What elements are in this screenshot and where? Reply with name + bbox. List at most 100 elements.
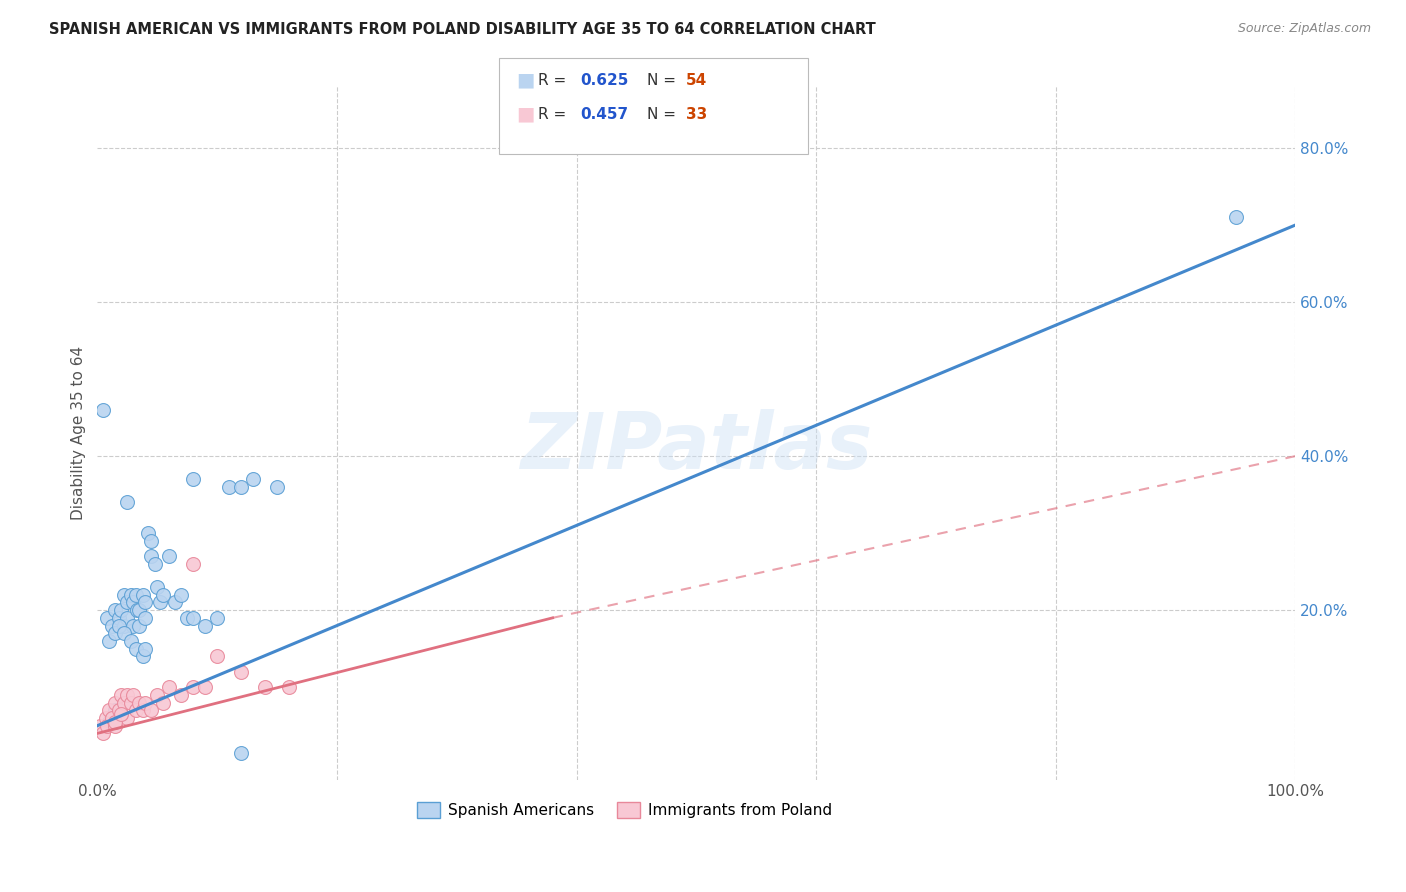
Point — [104, 703, 127, 717]
Point — [205, 649, 228, 664]
Text: R =: R = — [538, 107, 572, 121]
Point — [278, 680, 301, 694]
Point — [143, 557, 166, 571]
Point — [134, 696, 156, 710]
Point — [125, 641, 148, 656]
Text: 54: 54 — [686, 73, 707, 87]
Point — [170, 688, 193, 702]
Point — [181, 611, 204, 625]
Point — [98, 703, 121, 717]
Point — [266, 480, 288, 494]
Point — [110, 603, 132, 617]
Point — [112, 618, 135, 632]
Point — [108, 703, 131, 717]
Text: Source: ZipAtlas.com: Source: ZipAtlas.com — [1237, 22, 1371, 36]
Point — [108, 611, 131, 625]
Point — [181, 557, 204, 571]
Point — [134, 595, 156, 609]
Point — [152, 696, 174, 710]
Point — [176, 611, 198, 625]
Point — [104, 603, 127, 617]
Text: 33: 33 — [686, 107, 707, 121]
Text: 0.457: 0.457 — [581, 107, 628, 121]
Point — [120, 634, 142, 648]
Point — [165, 595, 187, 609]
Point — [120, 588, 142, 602]
Point — [1225, 211, 1247, 225]
Point — [93, 403, 115, 417]
Point — [242, 472, 264, 486]
Point — [229, 480, 252, 494]
Point — [194, 680, 217, 694]
Point — [110, 688, 132, 702]
Point — [100, 711, 122, 725]
Point — [194, 618, 217, 632]
Point — [110, 707, 132, 722]
Point — [149, 595, 172, 609]
Point — [89, 719, 111, 733]
Point — [122, 595, 145, 609]
Point — [120, 696, 142, 710]
Point — [229, 746, 252, 760]
Point — [117, 711, 139, 725]
Point — [100, 711, 122, 725]
Point — [98, 714, 121, 729]
Point — [141, 549, 163, 564]
Point — [93, 726, 115, 740]
Point — [110, 707, 132, 722]
Text: R =: R = — [538, 73, 572, 87]
Point — [104, 714, 127, 729]
Point — [136, 526, 159, 541]
Y-axis label: Disability Age 35 to 64: Disability Age 35 to 64 — [72, 346, 86, 520]
Point — [170, 588, 193, 602]
Point — [108, 618, 131, 632]
Text: ZIPatlas: ZIPatlas — [520, 409, 873, 485]
Point — [132, 649, 155, 664]
Text: N =: N = — [647, 107, 681, 121]
Point — [134, 611, 156, 625]
Text: 0.625: 0.625 — [581, 73, 628, 87]
Point — [100, 618, 122, 632]
Point — [128, 696, 150, 710]
Point — [146, 688, 169, 702]
Point — [122, 688, 145, 702]
Point — [117, 688, 139, 702]
Point — [104, 719, 127, 733]
Point — [125, 588, 148, 602]
Point — [94, 711, 117, 725]
Point — [181, 472, 204, 486]
Point — [229, 665, 252, 679]
Point — [146, 580, 169, 594]
Point — [117, 611, 139, 625]
Point — [125, 703, 148, 717]
Point — [218, 480, 240, 494]
Point — [112, 696, 135, 710]
Point — [157, 549, 180, 564]
Legend: Spanish Americans, Immigrants from Poland: Spanish Americans, Immigrants from Polan… — [412, 796, 838, 824]
Point — [128, 618, 150, 632]
Point — [117, 495, 139, 509]
Text: ■: ■ — [516, 104, 534, 124]
Point — [122, 618, 145, 632]
Point — [104, 626, 127, 640]
Point — [132, 588, 155, 602]
Point — [181, 680, 204, 694]
Point — [104, 696, 127, 710]
Point — [112, 626, 135, 640]
Point — [157, 680, 180, 694]
Text: ■: ■ — [516, 70, 534, 90]
Point — [141, 533, 163, 548]
Point — [117, 595, 139, 609]
Point — [254, 680, 277, 694]
Point — [96, 719, 118, 733]
Point — [152, 588, 174, 602]
Point — [98, 634, 121, 648]
Point — [132, 703, 155, 717]
Text: N =: N = — [647, 73, 681, 87]
Point — [125, 603, 148, 617]
Point — [134, 641, 156, 656]
Point — [128, 603, 150, 617]
Point — [112, 588, 135, 602]
Point — [96, 611, 118, 625]
Point — [141, 703, 163, 717]
